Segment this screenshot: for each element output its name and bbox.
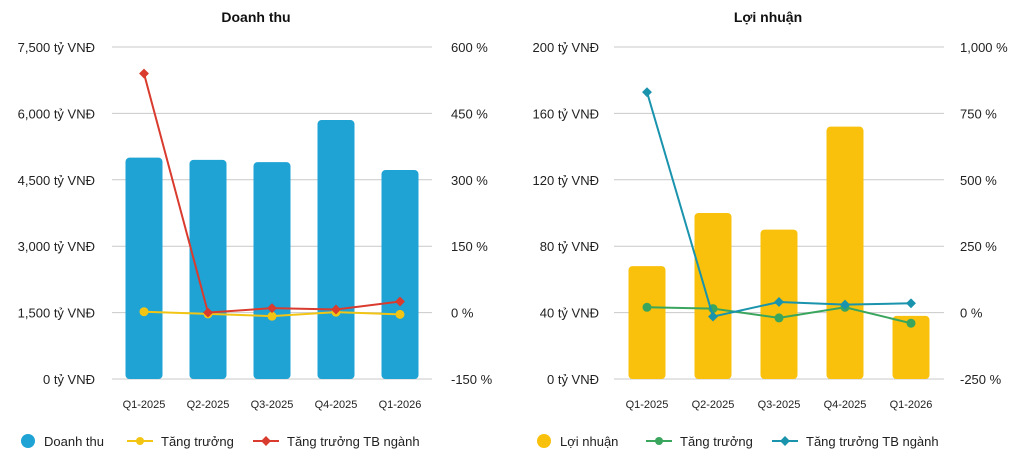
data-point — [708, 311, 718, 322]
y-right-tick-label: 300 % — [451, 173, 488, 188]
legend-label: Lợi nhuận — [560, 433, 619, 449]
y-right-tick-label: 150 % — [451, 239, 488, 254]
x-tick-label: Q2-2025 — [187, 399, 230, 411]
legend-label: Tăng trưởng — [161, 433, 234, 449]
y-left-tick-label: 200 tỷ VNĐ — [533, 40, 599, 55]
legend-line-swatch — [253, 436, 279, 446]
legend-label: Tăng trưởng TB ngành — [806, 433, 939, 449]
legend-line-swatch — [127, 437, 153, 445]
x-tick-label: Q1-2025 — [626, 399, 669, 411]
y-left-tick-label: 40 tỷ VNĐ — [540, 306, 599, 321]
bar — [189, 159, 227, 379]
x-tick-label: Q1-2025 — [123, 399, 166, 411]
legend-label: Tăng trưởng TB ngành — [287, 433, 420, 449]
revenue-chart: 0 tỷ VNĐ 1,500 tỷ VNĐ 3,000 tỷ VNĐ 4,500 tỷ… — [18, 40, 493, 411]
legend-item-bars: Doanh thu — [20, 430, 104, 452]
y-right-tick-label: 750 % — [960, 106, 997, 121]
bar — [125, 157, 163, 379]
y-right-tick-label: 0 % — [960, 306, 983, 321]
data-point — [774, 313, 784, 323]
y-left-tick-label: 0 tỷ VNĐ — [43, 372, 95, 387]
legend-item-industry-growth: Tăng trưởng TB ngành — [772, 430, 939, 452]
y-right-tick-label: -150 % — [451, 372, 493, 387]
bar — [317, 120, 355, 379]
y-left-tick-label: 80 tỷ VNĐ — [540, 239, 599, 254]
x-tick-label: Q2-2025 — [692, 399, 735, 411]
legend-item-growth: Tăng trưởng — [646, 430, 753, 452]
legend-item-growth: Tăng trưởng — [127, 430, 234, 452]
chart-legend: Lợi nhuận Tăng trưởng Tăng trưởng TB ngà… — [512, 430, 1024, 452]
y-left-tick-label: 1,500 tỷ VNĐ — [18, 306, 95, 321]
bar — [253, 162, 291, 379]
bar — [892, 315, 930, 379]
data-point — [267, 303, 277, 314]
x-tick-label: Q4-2025 — [824, 399, 867, 411]
data-point — [203, 307, 213, 318]
data-point — [774, 297, 784, 307]
legend-line-swatch — [646, 437, 672, 445]
legend-label: Doanh thu — [44, 433, 104, 449]
y-left-tick-label: 4,500 tỷ VNĐ — [18, 173, 95, 188]
y-right-tick-label: 500 % — [960, 173, 997, 188]
revenue-chart-panel: Doanh thu 0 tỷ VNĐ 1,500 tỷ VNĐ 3,000 tỷ V… — [0, 9, 512, 452]
chart-title: Doanh thu — [221, 9, 291, 25]
bar — [628, 266, 666, 379]
bar — [381, 170, 419, 379]
x-tick-label: Q1-2026 — [379, 399, 422, 411]
data-point — [331, 304, 341, 315]
chart-title: Lợi nhuận — [733, 9, 803, 25]
x-tick-label: Q4-2025 — [315, 399, 358, 411]
y-right-tick-label: 600 % — [451, 40, 488, 55]
data-point — [139, 68, 149, 79]
legend-label: Tăng trưởng — [680, 433, 753, 449]
y-left-tick-label: 7,500 tỷ VNĐ — [18, 40, 95, 55]
data-point — [642, 87, 652, 98]
legend-bar-swatch — [21, 434, 35, 448]
x-tick-label: Q3-2025 — [251, 399, 294, 411]
data-point — [395, 309, 405, 319]
y-right-tick-label: 250 % — [960, 239, 997, 254]
data-point — [139, 307, 149, 317]
x-tick-label: Q1-2026 — [890, 399, 933, 411]
legend-item-bars: Lợi nhuận — [536, 430, 618, 452]
legend-item-industry-growth: Tăng trưởng TB ngành — [253, 430, 420, 452]
profit-chart-panel: Lợi nhuận 0 tỷ VNĐ 40 tỷ VNĐ 80 tỷ VNĐ 120 … — [512, 0, 1024, 461]
bar — [826, 126, 864, 380]
chart-legend: Doanh thu Tăng trưởng Tăng trưởng TB ngà… — [0, 430, 512, 452]
legend-bar-swatch — [537, 434, 551, 448]
y-left-tick-label: 6,000 tỷ VNĐ — [18, 106, 95, 121]
y-left-tick-label: 3,000 tỷ VNĐ — [18, 239, 95, 254]
data-point — [395, 296, 405, 307]
profit-chart: 0 tỷ VNĐ 40 tỷ VNĐ 80 tỷ VNĐ 120 tỷ VNĐ 160 … — [533, 40, 1009, 411]
data-point — [267, 311, 277, 321]
data-point — [642, 302, 652, 312]
x-tick-label: Q3-2025 — [758, 399, 801, 411]
y-left-tick-label: 160 tỷ VNĐ — [533, 106, 599, 121]
y-left-tick-label: 0 tỷ VNĐ — [547, 372, 599, 387]
y-left-tick-label: 120 tỷ VNĐ — [533, 173, 599, 188]
bar — [694, 213, 732, 379]
data-point — [840, 299, 850, 310]
legend-line-swatch — [772, 436, 798, 446]
data-point — [906, 318, 916, 328]
y-right-tick-label: 0 % — [451, 306, 474, 321]
y-right-tick-label: -250 % — [960, 372, 1002, 387]
data-point — [906, 298, 916, 309]
y-right-tick-label: 450 % — [451, 106, 488, 121]
y-right-tick-label: 1,000 % — [960, 40, 1008, 55]
